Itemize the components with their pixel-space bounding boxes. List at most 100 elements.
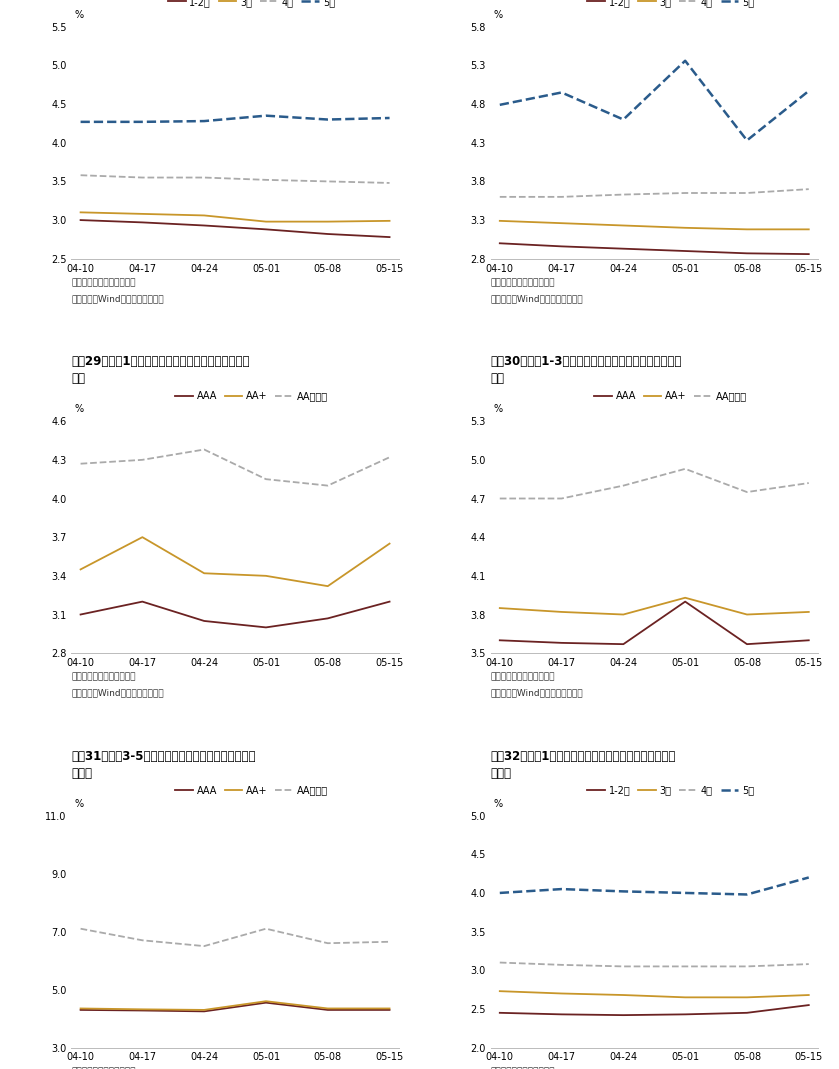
Text: 图表31：城投3-5年（含）分评级成交收益率中位数周
度走势: 图表31：城投3-5年（含）分评级成交收益率中位数周 度走势 <box>71 749 256 779</box>
AA及以下 <box>495 492 505 505</box>
5档 <box>618 113 628 126</box>
AA+ <box>138 1003 148 1016</box>
AAA <box>556 636 566 649</box>
Line: 4档: 4档 <box>500 962 809 966</box>
5档 <box>680 55 690 67</box>
Text: 注：此为货币中介成交数据: 注：此为货币中介成交数据 <box>491 1067 555 1069</box>
1-2档 <box>804 248 814 261</box>
AAA <box>76 1004 86 1017</box>
5档 <box>138 115 148 128</box>
4档 <box>138 171 148 184</box>
Text: 注：此为货币中介成交数据: 注：此为货币中介成交数据 <box>71 278 136 286</box>
AAA <box>261 996 271 1009</box>
5档 <box>199 114 209 127</box>
AA+ <box>495 602 505 615</box>
5档 <box>742 134 752 146</box>
Text: %: % <box>494 10 503 19</box>
AA+ <box>76 563 86 576</box>
3档 <box>495 215 505 228</box>
1-2档 <box>680 245 690 258</box>
3档 <box>138 207 148 220</box>
AA及以下 <box>261 472 271 485</box>
Line: AA及以下: AA及以下 <box>81 450 389 485</box>
AA及以下 <box>742 485 752 498</box>
4档 <box>199 171 209 184</box>
AA及以下 <box>384 935 394 948</box>
Line: 3档: 3档 <box>500 221 809 230</box>
5档 <box>618 885 628 898</box>
AA+ <box>384 1002 394 1014</box>
AA+ <box>138 530 148 543</box>
Legend: AAA, AA+, AA及以下: AAA, AA+, AA及以下 <box>175 391 328 401</box>
Line: AA及以下: AA及以下 <box>81 929 389 946</box>
5档 <box>261 109 271 122</box>
AA+ <box>556 605 566 618</box>
3档 <box>742 991 752 1004</box>
AAA <box>323 1004 333 1017</box>
AA及以下 <box>76 458 86 470</box>
1-2档 <box>199 219 209 232</box>
AA+ <box>76 1002 86 1014</box>
4档 <box>742 187 752 200</box>
1-2档 <box>556 239 566 252</box>
1-2档 <box>804 998 814 1011</box>
4档 <box>618 188 628 201</box>
AA及以下 <box>138 453 148 466</box>
3档 <box>742 223 752 236</box>
3档 <box>680 221 690 234</box>
Text: 注：此为货币中介成交数据: 注：此为货币中介成交数据 <box>71 1067 136 1069</box>
1-2档 <box>680 1008 690 1021</box>
1-2档 <box>138 216 148 229</box>
4档 <box>76 169 86 182</box>
AA+ <box>323 579 333 592</box>
3档 <box>804 989 814 1002</box>
3档 <box>680 991 690 1004</box>
4档 <box>384 176 394 189</box>
Line: 1-2档: 1-2档 <box>81 220 389 237</box>
5档 <box>76 115 86 128</box>
1-2档 <box>384 231 394 244</box>
AA+ <box>742 608 752 621</box>
1-2档 <box>742 1006 752 1019</box>
5档 <box>742 888 752 901</box>
AA+ <box>261 570 271 583</box>
AA及以下 <box>199 940 209 952</box>
Text: 注：此为货币中介成交数据: 注：此为货币中介成交数据 <box>491 278 555 286</box>
AA+ <box>384 538 394 551</box>
1-2档 <box>76 214 86 227</box>
1-2档 <box>556 1008 566 1021</box>
4档 <box>323 175 333 188</box>
Line: 4档: 4档 <box>500 189 809 197</box>
3档 <box>199 210 209 222</box>
Line: 5档: 5档 <box>500 878 809 895</box>
1-2档 <box>618 243 628 255</box>
AA及以下 <box>199 444 209 456</box>
Text: %: % <box>75 10 84 19</box>
AAA <box>804 634 814 647</box>
AAA <box>618 638 628 651</box>
AA及以下 <box>556 492 566 505</box>
Line: AAA: AAA <box>500 602 809 645</box>
Line: 3档: 3档 <box>500 991 809 997</box>
AAA <box>199 1005 209 1018</box>
AA+ <box>618 608 628 621</box>
5档 <box>384 111 394 124</box>
AA及以下 <box>138 934 148 947</box>
3档 <box>618 219 628 232</box>
3档 <box>261 215 271 228</box>
Text: %: % <box>75 404 84 414</box>
AA及以下 <box>261 923 271 935</box>
4档 <box>495 190 505 203</box>
AAA <box>384 1004 394 1017</box>
Legend: 1-2档, 3档, 4档, 5档: 1-2档, 3档, 4档, 5档 <box>587 786 754 795</box>
4档 <box>556 190 566 203</box>
AAA <box>323 611 333 624</box>
AA+ <box>199 567 209 579</box>
4档 <box>556 959 566 972</box>
Line: 5档: 5档 <box>500 61 809 140</box>
Text: 图表29：城投1年及以下分评级成交收益率中位数周度
走势: 图表29：城投1年及以下分评级成交收益率中位数周度 走势 <box>71 355 250 385</box>
3档 <box>76 206 86 219</box>
Line: AA+: AA+ <box>81 537 389 586</box>
5档 <box>495 98 505 111</box>
AAA <box>680 595 690 608</box>
